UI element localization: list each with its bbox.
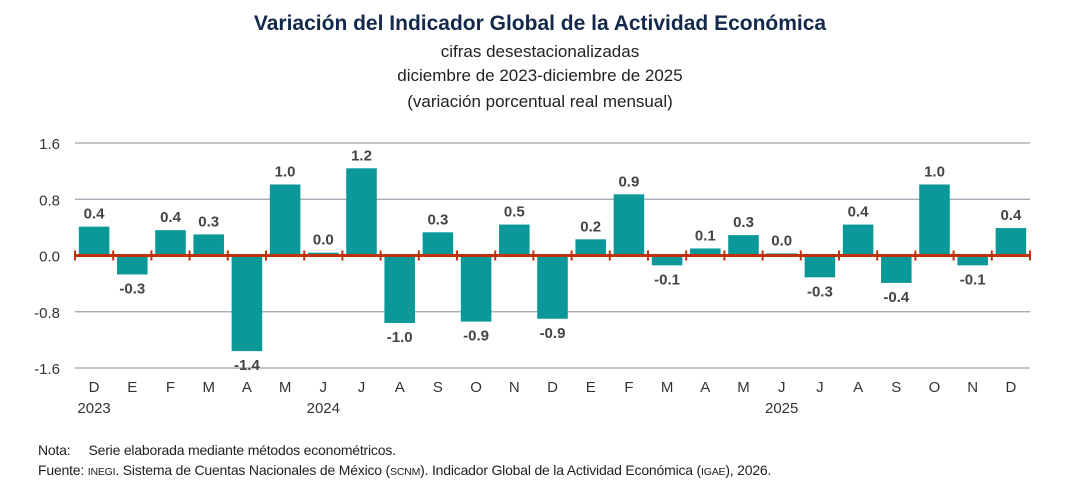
bar [804, 255, 836, 278]
source-inegi: INEGI [87, 466, 116, 478]
bar [460, 255, 492, 322]
data-label: 0.0 [313, 232, 334, 249]
bar [422, 232, 454, 256]
source-scnm: SCNM [390, 466, 421, 478]
x-tick-label: M [737, 379, 750, 396]
x-tick-label: F [166, 379, 175, 396]
y-tick-label: 0.8 [39, 192, 60, 209]
bar [651, 255, 683, 266]
x-tick-label: O [929, 379, 941, 396]
data-label: 1.0 [924, 163, 945, 180]
data-label: 0.3 [733, 214, 754, 231]
data-label: 1.0 [275, 163, 296, 180]
x-tick-label: M [202, 379, 215, 396]
note-label: Nota: [38, 442, 71, 458]
source-label: Fuente: [38, 462, 85, 478]
data-label: -0.4 [883, 289, 910, 306]
data-label: -0.9 [463, 328, 489, 345]
bar [346, 168, 377, 256]
bar [193, 234, 224, 256]
x-tick-label: A [242, 379, 252, 396]
x-tick-label: S [433, 379, 443, 396]
data-label: 0.4 [848, 204, 870, 221]
x-tick-label: A [853, 379, 863, 396]
x-tick-label: D [89, 379, 100, 396]
bar [155, 230, 186, 256]
source: Fuente: INEGI. Sistema de Cuentas Nacion… [38, 462, 771, 478]
x-tick-label: A [700, 379, 710, 396]
year-label: 2024 [307, 400, 340, 417]
data-label: -0.3 [119, 280, 145, 297]
data-label: 0.1 [695, 227, 716, 244]
bar [117, 255, 148, 275]
footnote: Nota: Serie elaborada mediante métodos ec… [38, 442, 396, 458]
data-label: 0.2 [580, 218, 601, 235]
bar [842, 224, 874, 256]
data-label: 0.0 [771, 232, 792, 249]
bar [499, 224, 530, 256]
bar [919, 184, 950, 256]
data-label: 0.3 [427, 211, 448, 228]
source-igae: IGAE [701, 466, 726, 478]
x-tick-label: M [661, 379, 674, 396]
x-tick-label: E [586, 379, 596, 396]
source-text-3: ), 2026. [725, 462, 772, 478]
data-label: -0.1 [960, 271, 986, 288]
data-label: -1.4 [234, 357, 261, 374]
data-label: 0.3 [198, 213, 219, 230]
x-tick-label: O [470, 379, 482, 396]
chart-period: diciembre de 2023-diciembre de 2025 [397, 66, 683, 85]
x-tick-label: A [395, 379, 405, 396]
source-text-1: . Sistema de Cuentas Nacionales de Méxic… [115, 462, 391, 478]
y-tick-label: 1.6 [39, 136, 60, 153]
x-tick-label: M [279, 379, 292, 396]
bar [957, 255, 988, 266]
data-label: 0.5 [504, 204, 525, 221]
x-tick-label: N [967, 379, 978, 396]
y-tick-label: 0.0 [39, 249, 60, 266]
year-label: 2025 [765, 400, 798, 417]
data-label: 0.9 [618, 173, 639, 190]
bar [613, 194, 645, 256]
x-tick-label: J [816, 379, 824, 396]
bar [537, 255, 568, 319]
bar [78, 226, 110, 256]
year-label: 2023 [77, 400, 110, 417]
x-tick-label: D [547, 379, 558, 396]
data-label: -0.3 [807, 283, 833, 300]
bar [575, 239, 606, 256]
x-tick-label: S [891, 379, 901, 396]
data-label: -0.9 [540, 325, 566, 342]
x-tick-label: D [1005, 379, 1016, 396]
y-tick-label: -1.6 [34, 361, 60, 378]
bar [384, 255, 415, 323]
x-tick-label: F [624, 379, 633, 396]
x-tick-label: J [358, 379, 366, 396]
x-tick-label: E [127, 379, 137, 396]
bar [690, 248, 721, 256]
bar [269, 184, 301, 256]
source-text-2: ). Indicador Global de la Actividad Econ… [420, 462, 702, 478]
data-label: 0.4 [160, 209, 182, 226]
note-text: Serie elaborada mediante métodos economé… [88, 442, 396, 458]
chart-subtitle: cifras desestacionalizadas [440, 42, 640, 61]
x-tick-label: J [320, 379, 328, 396]
data-label: 1.2 [351, 147, 372, 164]
x-tick-label: J [778, 379, 786, 396]
data-label: 0.4 [1000, 207, 1022, 224]
bar [728, 235, 759, 256]
data-label: 0.4 [84, 206, 106, 223]
chart-unit: (variación porcentual real mensual) [407, 92, 673, 111]
bar [995, 228, 1027, 256]
bar [231, 255, 263, 352]
x-tick-label: N [509, 379, 520, 396]
y-tick-label: -0.8 [34, 305, 60, 322]
bar [881, 255, 912, 283]
chart-title: Variación del Indicador Global de la Act… [253, 12, 827, 35]
data-label: -1.0 [387, 329, 413, 346]
data-label: -0.1 [654, 271, 680, 288]
